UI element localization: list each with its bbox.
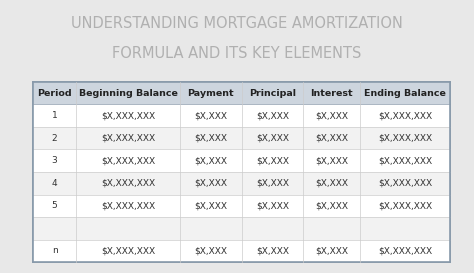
FancyBboxPatch shape [33,82,450,262]
Text: $X,XXX,XXX: $X,XXX,XXX [378,111,432,120]
Text: $X,XXX: $X,XXX [256,201,289,210]
Text: 3: 3 [52,156,57,165]
FancyBboxPatch shape [33,217,450,240]
Text: $X,XXX: $X,XXX [194,156,228,165]
Text: $X,XXX,XXX: $X,XXX,XXX [378,134,432,143]
Text: Interest: Interest [310,89,353,98]
FancyBboxPatch shape [33,150,450,172]
FancyBboxPatch shape [33,127,450,150]
Text: $X,XXX: $X,XXX [194,246,228,255]
FancyBboxPatch shape [33,240,450,262]
Text: 5: 5 [52,201,57,210]
Text: $X,XXX: $X,XXX [315,201,348,210]
Text: $X,XXX,XXX: $X,XXX,XXX [101,156,155,165]
Text: $X,XXX,XXX: $X,XXX,XXX [101,246,155,255]
Text: $X,XXX: $X,XXX [256,156,289,165]
Text: $X,XXX: $X,XXX [315,111,348,120]
Text: $X,XXX: $X,XXX [194,179,228,188]
Text: UNDERSTANDING MORTGAGE AMORTIZATION: UNDERSTANDING MORTGAGE AMORTIZATION [71,16,403,31]
Text: $X,XXX,XXX: $X,XXX,XXX [101,201,155,210]
FancyBboxPatch shape [33,172,450,194]
Text: $X,XXX: $X,XXX [315,156,348,165]
Text: 1: 1 [52,111,57,120]
Text: $X,XXX,XXX: $X,XXX,XXX [378,201,432,210]
Text: $X,XXX,XXX: $X,XXX,XXX [101,111,155,120]
Text: n: n [52,246,57,255]
Text: 2: 2 [52,134,57,143]
Text: Payment: Payment [188,89,234,98]
Text: Period: Period [37,89,72,98]
Text: $X,XXX: $X,XXX [194,134,228,143]
Text: $X,XXX,XXX: $X,XXX,XXX [378,179,432,188]
FancyBboxPatch shape [33,105,450,127]
Text: $X,XXX: $X,XXX [315,134,348,143]
Text: $X,XXX: $X,XXX [256,111,289,120]
Text: FORMULA AND ITS KEY ELEMENTS: FORMULA AND ITS KEY ELEMENTS [112,46,362,61]
Text: $X,XXX,XXX: $X,XXX,XXX [378,156,432,165]
FancyBboxPatch shape [33,82,450,105]
Text: Beginning Balance: Beginning Balance [79,89,177,98]
Text: $X,XXX: $X,XXX [315,246,348,255]
Text: $X,XXX: $X,XXX [194,201,228,210]
Text: $X,XXX,XXX: $X,XXX,XXX [101,179,155,188]
Text: $X,XXX: $X,XXX [256,179,289,188]
Text: $X,XXX,XXX: $X,XXX,XXX [378,246,432,255]
Text: Ending Balance: Ending Balance [365,89,446,98]
Text: 4: 4 [52,179,57,188]
Text: $X,XXX: $X,XXX [194,111,228,120]
Text: $X,XXX: $X,XXX [256,246,289,255]
Text: Principal: Principal [249,89,296,98]
Text: $X,XXX: $X,XXX [315,179,348,188]
Text: $X,XXX: $X,XXX [256,134,289,143]
FancyBboxPatch shape [33,194,450,217]
Text: $X,XXX,XXX: $X,XXX,XXX [101,134,155,143]
